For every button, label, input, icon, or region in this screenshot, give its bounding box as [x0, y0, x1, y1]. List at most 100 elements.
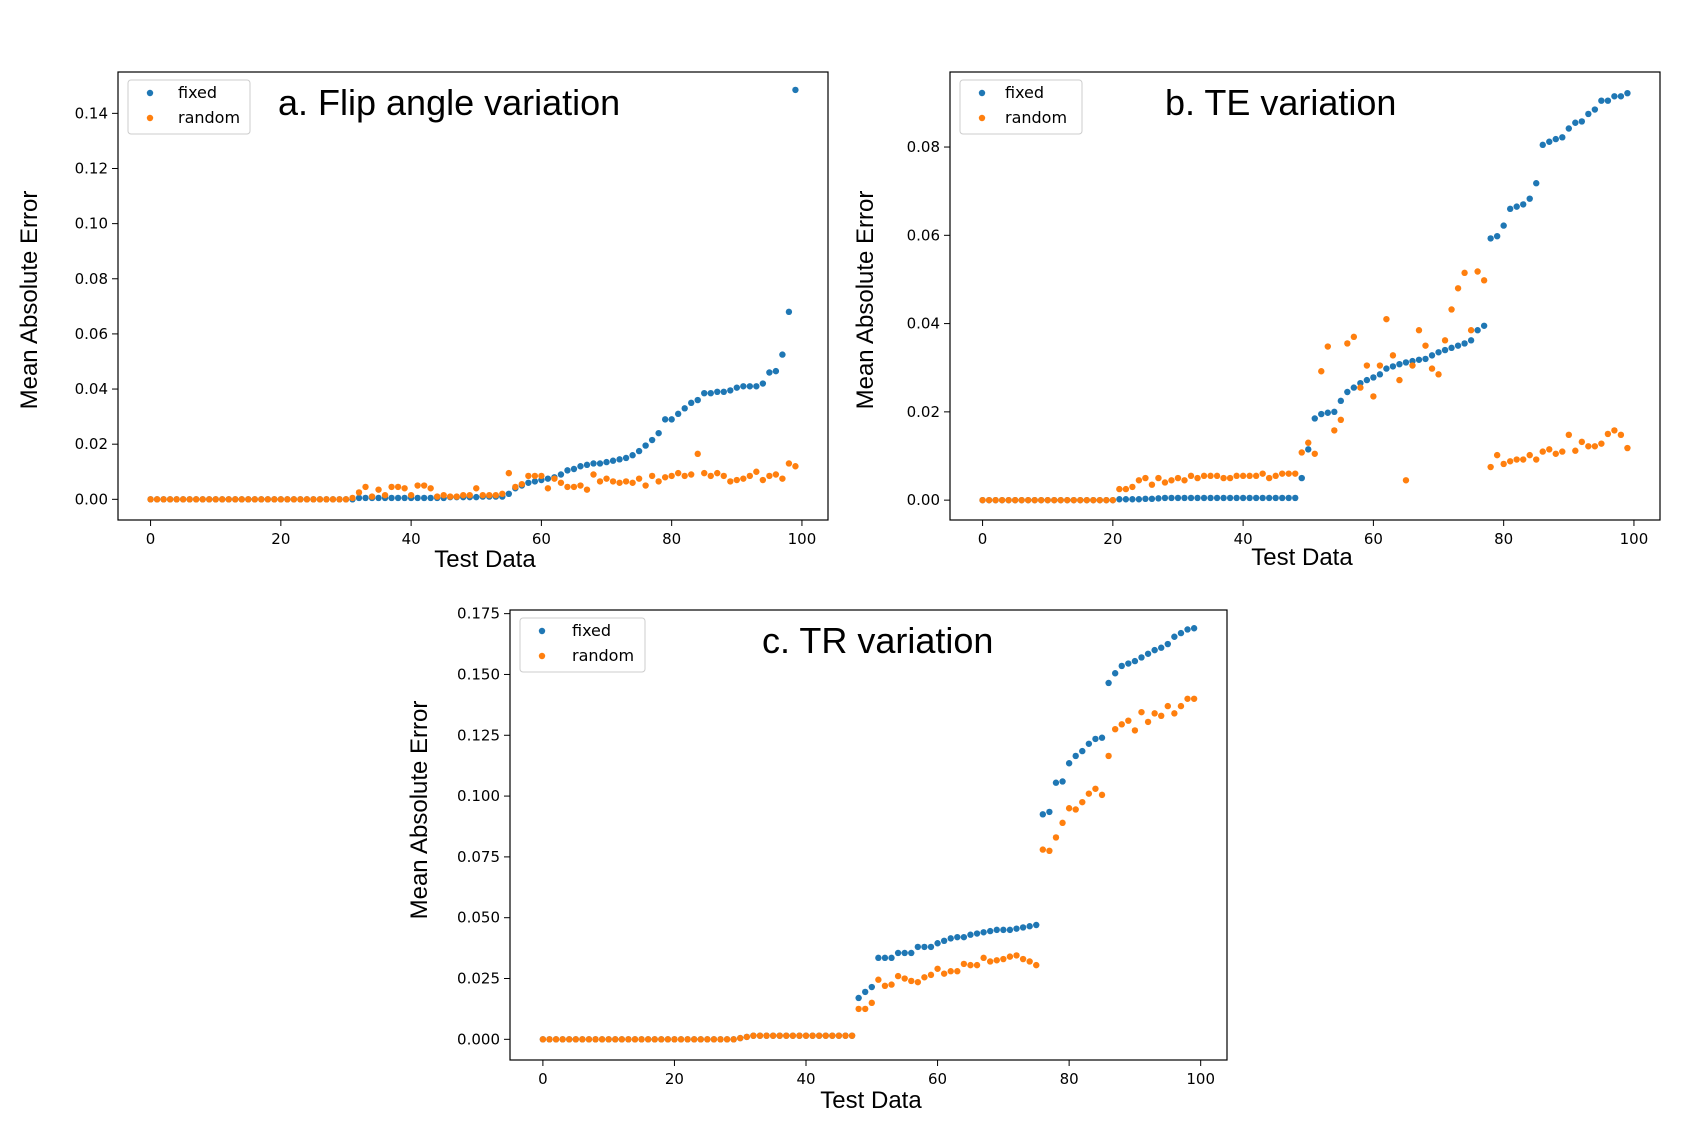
data-point-fixed: [753, 383, 760, 390]
data-point-fixed: [901, 949, 908, 957]
data-point-random: [1344, 340, 1351, 347]
x-tick-label: 80: [662, 530, 681, 548]
data-point-random: [763, 1032, 770, 1039]
series-fixed: [979, 89, 1631, 504]
data-point-fixed: [1389, 363, 1397, 370]
data-point-fixed: [1118, 662, 1125, 670]
data-point-random: [707, 472, 714, 480]
data-point-random: [1138, 708, 1145, 716]
data-point-random: [835, 1032, 843, 1039]
data-point-random: [238, 496, 245, 503]
data-point-random: [1370, 393, 1377, 400]
data-point-fixed: [1194, 494, 1201, 502]
data-point-fixed: [1500, 222, 1507, 229]
x-tick-label: 80: [1060, 1070, 1079, 1088]
y-tick-label: 0.150: [457, 665, 500, 683]
data-point-random: [934, 965, 941, 972]
data-point-fixed: [1428, 352, 1436, 359]
data-point-random: [746, 472, 754, 480]
x-tick-label: 100: [1186, 1070, 1215, 1088]
data-point-fixed: [1461, 340, 1468, 347]
data-point-random: [1402, 477, 1410, 484]
data-point-fixed: [420, 494, 428, 502]
data-point-fixed: [1552, 135, 1559, 143]
data-point-random: [603, 475, 610, 482]
data-point-random: [714, 469, 721, 477]
data-point-random: [655, 478, 662, 485]
data-point-random: [1474, 268, 1481, 275]
data-point-random: [710, 1036, 718, 1043]
y-axis-label: Mean Absolute Error: [16, 191, 43, 410]
data-point-fixed: [544, 475, 552, 482]
data-point-random: [855, 1005, 862, 1013]
data-point-fixed: [1116, 496, 1123, 503]
data-point-random: [499, 490, 506, 498]
data-point-fixed: [577, 463, 584, 470]
data-point-random: [1578, 438, 1586, 446]
data-point-fixed: [934, 940, 941, 947]
data-point-random: [927, 971, 935, 979]
series-random: [979, 268, 1631, 504]
data-point-random: [914, 978, 922, 986]
data-point-random: [1092, 785, 1099, 792]
data-point-random: [1311, 450, 1318, 457]
data-point-random: [759, 476, 767, 484]
data-point-random: [815, 1032, 823, 1039]
data-point-random: [668, 472, 675, 480]
data-point-random: [539, 1036, 547, 1043]
data-point-fixed: [1013, 925, 1020, 932]
data-point-fixed: [1376, 371, 1384, 378]
x-tick-label: 0: [538, 1070, 548, 1088]
series-random: [147, 450, 799, 503]
data-point-fixed: [1125, 660, 1132, 667]
data-point-fixed: [1409, 357, 1416, 365]
data-point-fixed: [603, 458, 610, 466]
data-point-random: [1493, 451, 1501, 459]
data-point-random: [160, 496, 167, 503]
data-point-random: [1441, 337, 1449, 344]
data-point-fixed: [1190, 625, 1198, 632]
data-point-fixed: [1111, 670, 1119, 677]
data-point-fixed: [1402, 359, 1410, 366]
data-point-random: [1617, 431, 1625, 439]
data-point-random: [690, 1036, 698, 1043]
legend-box: [959, 79, 1083, 135]
data-point-fixed: [1565, 125, 1573, 132]
data-point-random: [1298, 449, 1305, 456]
data-point-random: [1103, 496, 1110, 504]
data-point-random: [1065, 805, 1073, 812]
data-point-random: [809, 1032, 816, 1039]
data-point-random: [1305, 439, 1312, 446]
data-point-fixed: [622, 454, 630, 462]
data-point-fixed: [609, 457, 617, 464]
data-point-fixed: [1164, 640, 1171, 648]
data-point-random: [1506, 458, 1514, 465]
data-point-random: [1148, 481, 1156, 488]
data-point-random: [1448, 306, 1455, 313]
data-point-random: [947, 968, 954, 975]
data-point-fixed: [1239, 494, 1247, 502]
data-point-fixed: [1151, 646, 1158, 654]
data-point-fixed: [388, 494, 395, 502]
data-point-random: [1552, 450, 1559, 457]
data-point-fixed: [1506, 205, 1514, 213]
data-point-random: [1033, 961, 1040, 969]
data-point-fixed: [1092, 735, 1099, 743]
data-point-random: [590, 471, 597, 478]
data-point-fixed: [564, 467, 571, 474]
data-point-fixed: [908, 949, 915, 957]
data-point-random: [1415, 327, 1423, 334]
x-tick-label: 60: [532, 530, 551, 548]
data-point-random: [802, 1032, 810, 1039]
data-point-random: [264, 496, 272, 503]
data-point-random: [368, 493, 376, 500]
data-point-fixed: [1259, 494, 1266, 502]
data-point-random: [766, 472, 773, 480]
data-point-fixed: [362, 494, 369, 502]
data-point-random: [1026, 958, 1033, 965]
data-point-random: [733, 476, 741, 484]
data-point-random: [355, 489, 363, 496]
data-point-random: [570, 483, 578, 491]
data-point-random: [414, 482, 421, 489]
data-point-random: [992, 496, 999, 504]
